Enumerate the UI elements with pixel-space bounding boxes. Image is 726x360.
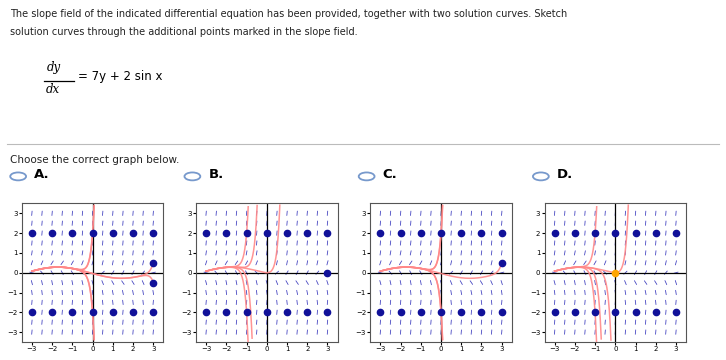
Text: A.: A. bbox=[34, 168, 50, 181]
Text: D.: D. bbox=[557, 168, 573, 181]
Text: B.: B. bbox=[208, 168, 224, 181]
Text: solution curves through the additional points marked in the slope field.: solution curves through the additional p… bbox=[10, 27, 358, 37]
Text: Choose the correct graph below.: Choose the correct graph below. bbox=[10, 155, 179, 165]
Text: The slope field of the indicated differential equation has been provided, togeth: The slope field of the indicated differe… bbox=[10, 9, 568, 19]
Text: dy: dy bbox=[47, 61, 61, 74]
Text: dx: dx bbox=[46, 83, 60, 96]
Text: C.: C. bbox=[383, 168, 397, 181]
Text: = 7y + 2 sin x: = 7y + 2 sin x bbox=[78, 70, 162, 83]
